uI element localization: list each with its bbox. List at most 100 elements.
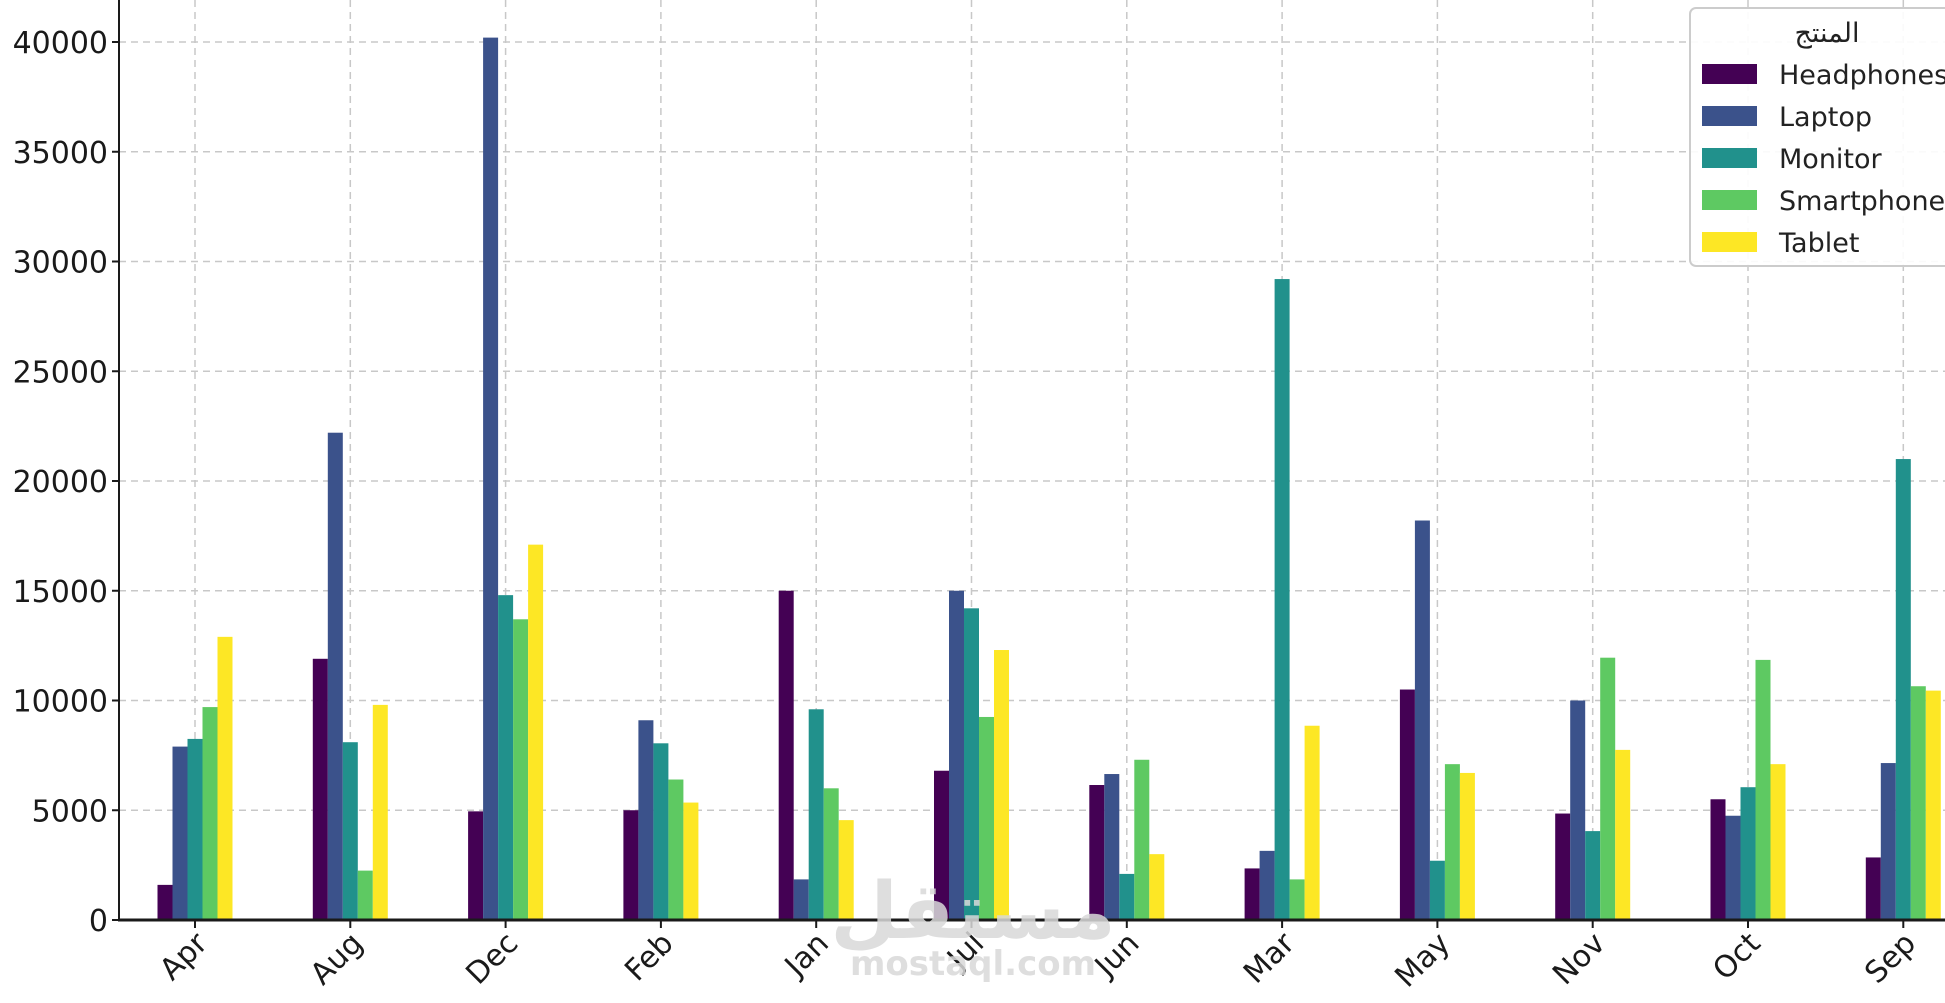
x-tick-label-jan: Jan [777, 926, 836, 985]
bar-headphones-mar [1244, 868, 1260, 920]
y-tick-label: 15000 [13, 575, 108, 610]
legend-swatch-monitor [1702, 148, 1757, 168]
x-tick-label-sep: Sep [1858, 926, 1923, 991]
y-tick-label: 5000 [32, 794, 108, 829]
x-tick-label-oct: Oct [1706, 926, 1768, 988]
bar-monitor-apr [187, 738, 203, 920]
legend-swatch-laptop [1702, 106, 1757, 126]
bar-headphones-nov [1555, 813, 1571, 920]
bar-monitor-nov [1585, 831, 1601, 920]
bar-laptop-jun [1104, 774, 1120, 920]
legend-label-monitor: Monitor [1779, 144, 1883, 175]
bar-monitor-sep [1895, 459, 1911, 920]
bar-monitor-dec [498, 595, 514, 920]
x-tick-label-nov: Nov [1546, 926, 1612, 992]
bar-smartphone-mar [1289, 879, 1305, 920]
bar-laptop-nov [1570, 700, 1586, 920]
bar-tablet-sep [1925, 690, 1941, 920]
bar-smartphone-dec [513, 619, 529, 920]
bar-headphones-jan [778, 590, 794, 920]
bar-tablet-apr [217, 636, 233, 920]
legend-label-tablet: Tablet [1778, 228, 1859, 259]
x-tick-label-mar: Mar [1237, 925, 1302, 990]
bars [157, 37, 1941, 921]
bar-headphones-apr [157, 884, 173, 920]
watermark-url: mostaql.com [850, 944, 1096, 984]
x-tick-label-may: May [1388, 926, 1457, 995]
bar-laptop-apr [172, 746, 188, 920]
bar-monitor-oct [1740, 787, 1756, 920]
bar-monitor-jul [964, 608, 979, 920]
bar-monitor-may [1429, 860, 1445, 920]
bar-tablet-feb [683, 802, 699, 920]
bar-smartphone-nov [1600, 657, 1616, 920]
bar-headphones-may [1399, 689, 1415, 920]
bar-monitor-jun [1119, 873, 1135, 920]
bar-tablet-jun [1149, 854, 1165, 920]
y-tick-label: 40000 [13, 26, 108, 61]
y-tick-label: 30000 [13, 246, 108, 281]
bar-laptop-feb [638, 720, 654, 920]
bar-laptop-dec [483, 37, 499, 921]
bar-smartphone-may [1444, 764, 1460, 920]
y-tick-label: 10000 [13, 685, 108, 720]
bar-tablet-dec [528, 544, 544, 920]
grid-lines [119, 0, 1945, 921]
bar-monitor-jan [808, 709, 824, 920]
legend-label-headphones: Headphones [1779, 60, 1945, 91]
bar-laptop-may [1414, 520, 1430, 920]
watermark-logo: مستقل mostaql.com [830, 867, 1115, 984]
legend: المنتج Headphones Laptop Monitor Smartphone… [1689, 7, 1945, 267]
x-tick-label-feb: Feb [618, 926, 680, 988]
bar-smartphone-oct [1755, 659, 1771, 920]
bar-headphones-sep [1865, 857, 1881, 920]
bar-smartphone-jul [979, 716, 994, 920]
bar-headphones-jul [934, 770, 949, 920]
bar-laptop-oct [1725, 815, 1741, 920]
bar-tablet-oct [1770, 764, 1786, 920]
bar-smartphone-feb [668, 779, 684, 920]
bar-tablet-mar [1304, 725, 1320, 920]
bar-tablet-may [1459, 772, 1475, 920]
bar-laptop-aug [327, 432, 343, 920]
x-tick-label-aug: Aug [304, 926, 370, 992]
bar-monitor-mar [1274, 279, 1290, 920]
y-tick-label: 35000 [13, 136, 108, 171]
bar-tablet-jan [838, 820, 854, 920]
bar-headphones-oct [1710, 799, 1726, 920]
bar-headphones-jun [1089, 785, 1105, 920]
bar-smartphone-aug [357, 870, 373, 920]
y-tick-labels: 0 5000 10000 15000 20000 25000 30000 35000 40000 [13, 26, 119, 939]
axes [118, 0, 1945, 922]
bar-laptop-jul [949, 590, 964, 920]
y-tick-label: 20000 [13, 465, 108, 500]
bar-tablet-aug [372, 704, 388, 920]
y-tick-label: 25000 [13, 355, 108, 390]
bar-monitor-feb [653, 743, 669, 920]
bar-headphones-feb [623, 810, 639, 920]
bar-headphones-aug [312, 658, 328, 920]
bar-laptop-mar [1259, 850, 1275, 920]
bar-smartphone-apr [202, 707, 218, 920]
legend-title: المنتج [1794, 18, 1859, 49]
bar-smartphone-jan [823, 788, 839, 920]
legend-swatch-tablet [1702, 232, 1757, 252]
bar-laptop-jan [793, 879, 809, 920]
watermark-logo-text: مستقل [830, 867, 1115, 957]
legend-label-smartphone: Smartphone [1779, 186, 1945, 217]
x-tick-label-apr: Apr [153, 925, 215, 987]
bar-monitor-aug [342, 742, 358, 920]
y-tick-label: 0 [89, 904, 108, 939]
legend-swatch-smartphone [1702, 190, 1757, 210]
legend-label-laptop: Laptop [1779, 102, 1872, 133]
bar-tablet-jul [994, 650, 1009, 920]
bar-tablet-nov [1615, 749, 1631, 920]
bar-laptop-sep [1880, 763, 1896, 920]
legend-items: Headphones Laptop Monitor Smartphone Tablet [1702, 60, 1945, 259]
bar-smartphone-sep [1910, 686, 1926, 920]
legend-swatch-headphones [1702, 64, 1757, 84]
bar-smartphone-jun [1134, 759, 1150, 920]
x-tick-label-dec: Dec [459, 926, 525, 992]
bar-headphones-dec [468, 811, 484, 920]
